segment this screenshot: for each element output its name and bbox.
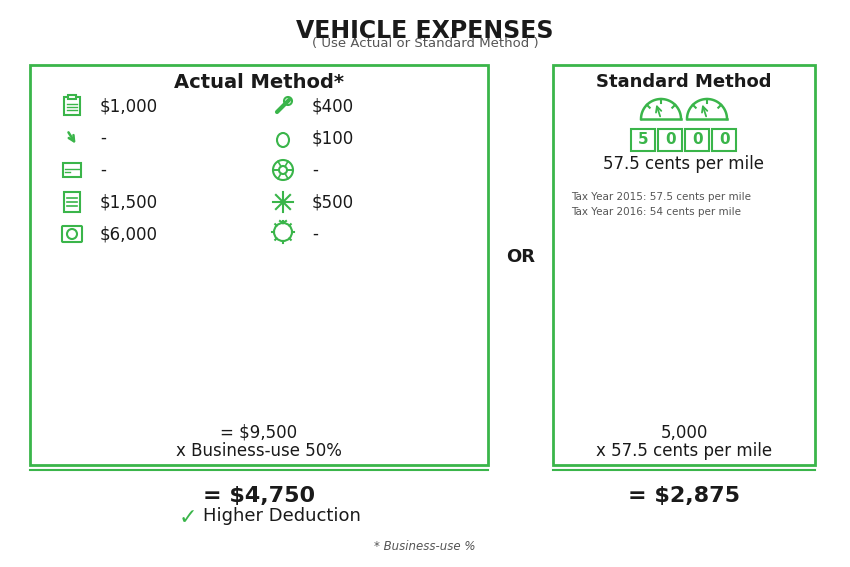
FancyBboxPatch shape bbox=[553, 65, 815, 465]
Text: ✓: ✓ bbox=[179, 508, 197, 528]
FancyBboxPatch shape bbox=[632, 129, 655, 151]
FancyBboxPatch shape bbox=[64, 192, 80, 212]
Text: Actual Method*: Actual Method* bbox=[174, 73, 344, 92]
Text: 57.5 cents per mile: 57.5 cents per mile bbox=[604, 155, 764, 173]
Ellipse shape bbox=[277, 133, 289, 147]
Text: $6,000: $6,000 bbox=[100, 225, 158, 243]
Text: 0: 0 bbox=[666, 133, 676, 147]
Text: ( Use Actual or Standard Method ): ( Use Actual or Standard Method ) bbox=[312, 37, 538, 50]
Text: = $4,750: = $4,750 bbox=[203, 486, 315, 506]
Text: VEHICLE EXPENSES: VEHICLE EXPENSES bbox=[297, 19, 553, 43]
Text: -: - bbox=[100, 161, 106, 179]
Text: -: - bbox=[100, 129, 106, 147]
FancyBboxPatch shape bbox=[712, 129, 736, 151]
Text: $100: $100 bbox=[312, 129, 354, 147]
FancyBboxPatch shape bbox=[68, 95, 76, 99]
FancyBboxPatch shape bbox=[63, 163, 81, 177]
Text: * Business-use %: * Business-use % bbox=[374, 540, 476, 553]
Text: = $9,500: = $9,500 bbox=[220, 424, 298, 442]
Text: $1,500: $1,500 bbox=[100, 193, 158, 211]
Text: $400: $400 bbox=[312, 97, 354, 115]
Text: = $2,875: = $2,875 bbox=[628, 486, 740, 506]
Text: Higher Deduction: Higher Deduction bbox=[203, 507, 361, 525]
Text: 5,000: 5,000 bbox=[660, 424, 708, 442]
Text: Tax Year 2015: 57.5 cents per mile: Tax Year 2015: 57.5 cents per mile bbox=[571, 192, 751, 202]
Text: $1,000: $1,000 bbox=[100, 97, 158, 115]
FancyBboxPatch shape bbox=[30, 65, 488, 465]
FancyBboxPatch shape bbox=[64, 97, 80, 115]
FancyBboxPatch shape bbox=[659, 129, 683, 151]
Text: x 57.5 cents per mile: x 57.5 cents per mile bbox=[596, 442, 772, 460]
Text: $500: $500 bbox=[312, 193, 354, 211]
Text: Tax Year 2016: 54 cents per mile: Tax Year 2016: 54 cents per mile bbox=[571, 207, 741, 217]
Text: Standard Method: Standard Method bbox=[596, 73, 772, 91]
Text: -: - bbox=[312, 161, 318, 179]
FancyBboxPatch shape bbox=[685, 129, 710, 151]
Text: 0: 0 bbox=[719, 133, 730, 147]
Text: x Business-use 50%: x Business-use 50% bbox=[176, 442, 342, 460]
Text: OR: OR bbox=[507, 248, 536, 266]
Text: -: - bbox=[312, 225, 318, 243]
FancyBboxPatch shape bbox=[62, 226, 82, 242]
Text: 5: 5 bbox=[638, 133, 649, 147]
Text: 0: 0 bbox=[692, 133, 703, 147]
